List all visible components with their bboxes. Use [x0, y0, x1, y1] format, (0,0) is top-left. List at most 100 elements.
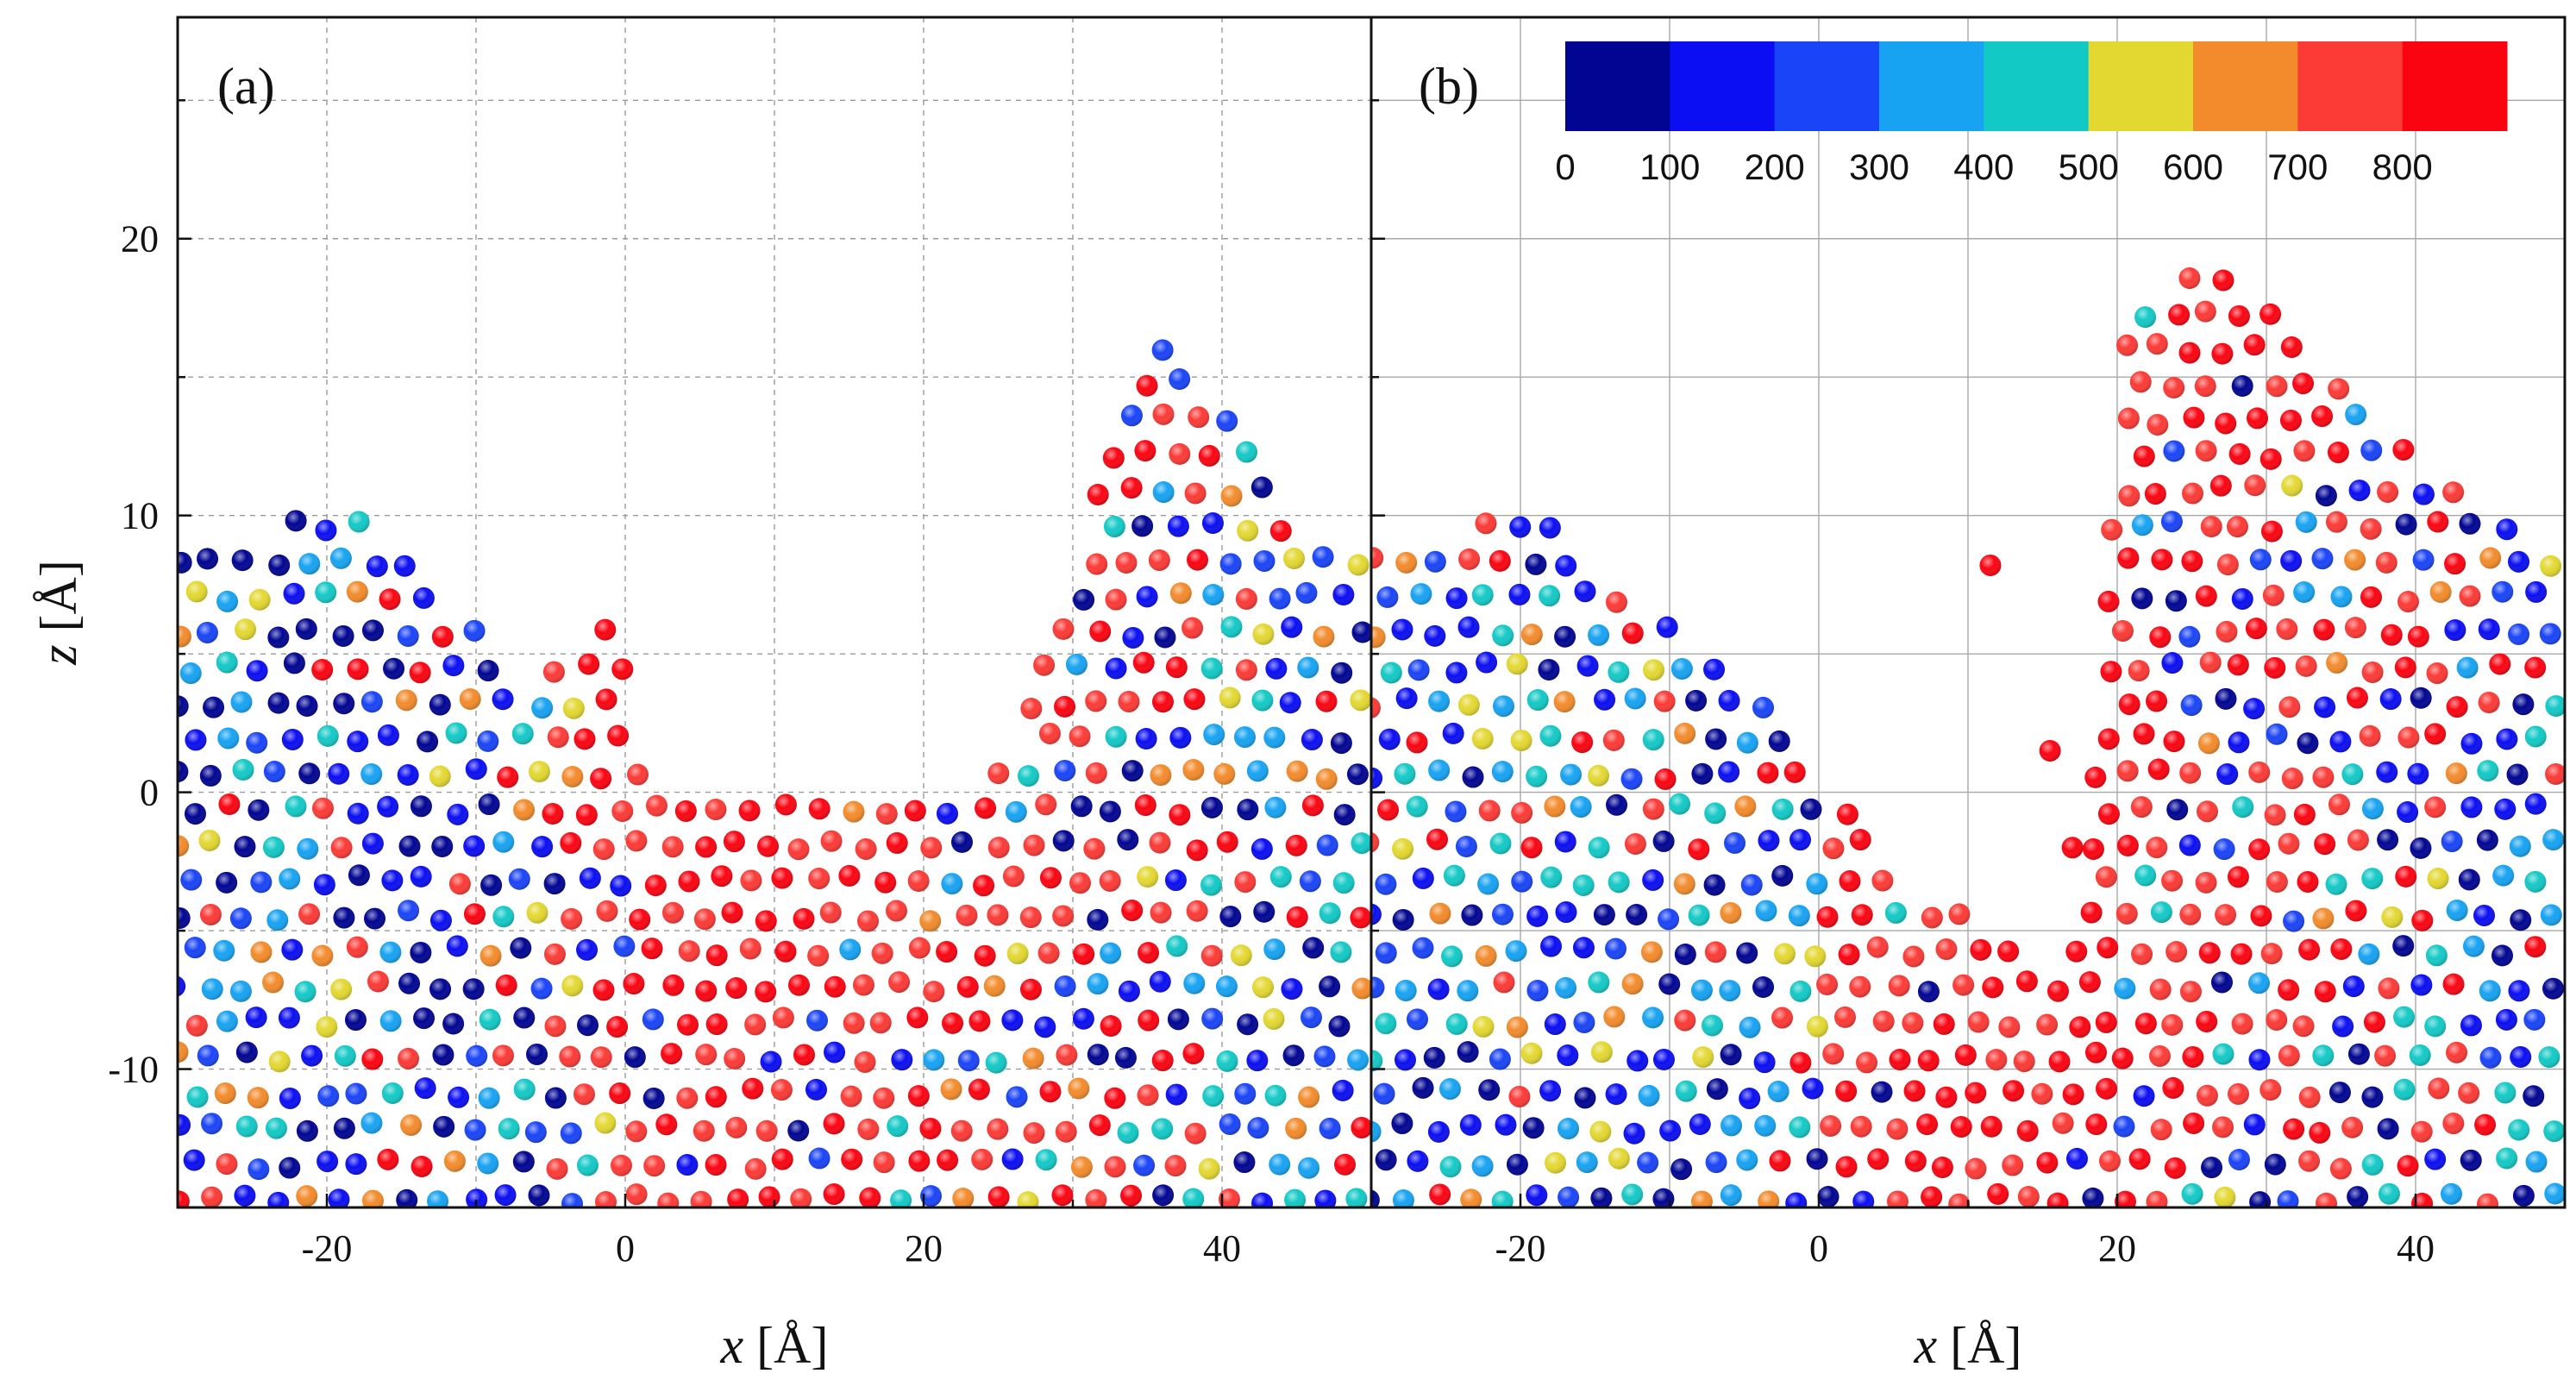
atom-shade — [1167, 1008, 1189, 1031]
atom-shade — [1068, 1077, 1090, 1100]
atom-shade — [543, 873, 566, 895]
atom-shade — [1087, 973, 1109, 995]
atom-shade — [606, 1016, 629, 1038]
atom-shade — [1904, 1150, 1927, 1172]
atom-shade — [1346, 763, 1369, 786]
atom-shade — [1219, 687, 1241, 709]
atom-shade — [2160, 511, 2183, 533]
atom-shade — [333, 1117, 355, 1139]
atom-shade — [1269, 587, 1291, 610]
atom-shade — [2163, 440, 2185, 462]
atom-shade — [1965, 1082, 1987, 1104]
atom-shade — [2512, 1184, 2535, 1207]
atom-shade — [1087, 908, 1109, 931]
atom-shade — [2163, 377, 2185, 399]
atom-shade — [885, 900, 907, 922]
atom-shade — [178, 835, 190, 857]
atom-shade — [398, 835, 421, 857]
atom-shade — [2525, 1151, 2548, 1173]
x-tick-label: 20 — [905, 1227, 943, 1270]
atom-shade — [347, 658, 369, 680]
atom-shade — [1132, 651, 1155, 674]
atom-shade — [2360, 439, 2383, 461]
atom-shade — [1506, 1016, 1528, 1038]
atom-shade — [871, 942, 893, 964]
atom-shade — [2410, 974, 2433, 996]
atom-shade — [1998, 1016, 2021, 1038]
atom-shade — [2002, 1154, 2024, 1176]
atom-shade — [1104, 1156, 1126, 1178]
atom-shade — [1703, 658, 1726, 680]
atom-shade — [2491, 580, 2514, 603]
atom-shade — [1299, 870, 1321, 893]
atom-shade — [1789, 829, 1812, 851]
atom-shade — [1351, 977, 1371, 1000]
atom-shade — [1373, 1082, 1395, 1105]
colorbar-swatch — [2297, 41, 2404, 131]
atom-shade — [1621, 973, 1644, 995]
atom-shade — [1184, 482, 1207, 505]
atom-shade — [1438, 1078, 1461, 1101]
atom-shade — [2297, 870, 2319, 893]
atom-shade — [2460, 1014, 2482, 1037]
atom-shade — [1312, 546, 1334, 568]
atom-shade — [301, 1044, 323, 1067]
atom-shade — [361, 1048, 384, 1070]
atom-shade — [2446, 899, 2468, 921]
atom-shade — [1950, 1115, 1972, 1138]
atom-shade — [2496, 1147, 2518, 1170]
atom-shade — [1412, 867, 1434, 889]
atom-shade — [1902, 945, 1925, 968]
atom-shade — [575, 804, 598, 826]
atom-shade — [2198, 942, 2221, 964]
atom-shade — [2065, 1147, 2088, 1170]
atom-shade — [1674, 944, 1696, 966]
atom-shade — [674, 800, 697, 822]
atom-shade — [1235, 587, 1257, 610]
atom-shade — [465, 758, 487, 781]
atom-shade — [1688, 904, 1710, 926]
atom-shade — [1407, 1150, 1429, 1172]
atom-shade — [2084, 766, 2107, 788]
atom-shade — [1023, 834, 1045, 856]
atom-shade — [263, 761, 285, 783]
atom-shade — [2095, 866, 2117, 888]
atom-shade — [530, 977, 553, 1000]
atom-shade — [479, 944, 502, 967]
atom-shade — [950, 1119, 973, 1142]
atom-shade — [2017, 1186, 2040, 1207]
atom-shade — [1489, 549, 1511, 572]
atom-shade — [397, 763, 419, 786]
atom-shade — [968, 1010, 991, 1032]
atom-shade — [1572, 937, 1595, 959]
atom-shade — [808, 1147, 830, 1170]
atom-shade — [1052, 830, 1075, 852]
atom-shade — [432, 1044, 454, 1066]
atom-shade — [693, 1119, 715, 1142]
atom-shade — [531, 697, 554, 719]
atom-shade — [1039, 1081, 1062, 1103]
atom-shade — [1472, 1015, 1495, 1038]
atom-shade — [1114, 1046, 1137, 1069]
atom-shade — [466, 1188, 488, 1207]
atom-shade — [590, 768, 612, 790]
atom-shade — [2411, 909, 2434, 931]
atom-shade — [1169, 726, 1192, 749]
atom-shade — [942, 1012, 964, 1034]
atom-shade — [873, 1087, 895, 1109]
atom-shade — [952, 1187, 975, 1207]
atom-shade — [330, 978, 353, 1000]
atom-shade — [560, 1122, 582, 1145]
atom-shade — [2281, 474, 2303, 497]
x-axis-var-b: x — [1914, 1317, 1938, 1374]
atom-shade — [1350, 906, 1371, 929]
atom-shade — [1351, 1116, 1371, 1138]
atom-shade — [1590, 1187, 1613, 1207]
atom-shade — [1506, 1153, 1528, 1176]
atom-shade — [492, 688, 514, 711]
atom-shade — [1332, 872, 1355, 894]
atom-shade — [1439, 1156, 1462, 1178]
atom-shade — [1475, 944, 1497, 967]
atom-shade — [2133, 445, 2155, 467]
atom-shade — [1086, 553, 1108, 575]
